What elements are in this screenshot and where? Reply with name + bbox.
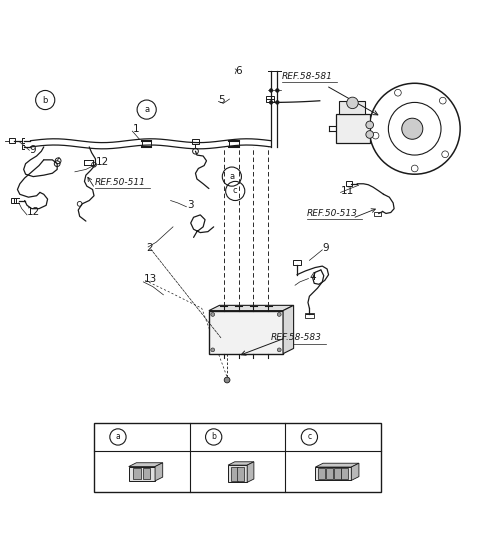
Text: a: a	[116, 433, 120, 442]
Circle shape	[269, 88, 273, 92]
FancyBboxPatch shape	[334, 468, 340, 480]
Polygon shape	[155, 463, 163, 481]
Polygon shape	[283, 305, 294, 354]
FancyBboxPatch shape	[336, 115, 370, 143]
Text: 9: 9	[29, 145, 36, 155]
Circle shape	[366, 121, 373, 129]
Text: 11: 11	[340, 186, 354, 196]
Circle shape	[366, 131, 373, 138]
Circle shape	[439, 97, 446, 104]
Polygon shape	[228, 462, 254, 465]
Text: c: c	[233, 187, 238, 196]
FancyBboxPatch shape	[192, 139, 199, 144]
FancyBboxPatch shape	[293, 260, 301, 265]
Text: b: b	[43, 96, 48, 105]
FancyBboxPatch shape	[11, 198, 16, 203]
Text: 6: 6	[235, 67, 242, 77]
Text: 1: 1	[132, 124, 139, 134]
Circle shape	[402, 118, 423, 139]
FancyBboxPatch shape	[94, 423, 381, 492]
Polygon shape	[351, 463, 359, 480]
Circle shape	[269, 101, 273, 105]
FancyBboxPatch shape	[231, 467, 238, 481]
Text: 7: 7	[137, 432, 144, 442]
Circle shape	[224, 377, 230, 383]
Polygon shape	[129, 467, 155, 481]
Text: c: c	[307, 433, 312, 442]
FancyBboxPatch shape	[143, 468, 151, 480]
Polygon shape	[209, 305, 294, 311]
Text: b: b	[211, 433, 216, 442]
Polygon shape	[315, 467, 351, 480]
Circle shape	[395, 89, 401, 96]
Text: 9: 9	[323, 243, 329, 253]
FancyBboxPatch shape	[266, 96, 274, 102]
FancyBboxPatch shape	[374, 211, 381, 216]
FancyBboxPatch shape	[305, 313, 314, 318]
Text: 13: 13	[144, 274, 156, 285]
FancyBboxPatch shape	[237, 467, 244, 481]
Circle shape	[411, 165, 418, 172]
Text: 4: 4	[310, 272, 316, 282]
Text: REF.50-513: REF.50-513	[307, 209, 358, 218]
FancyBboxPatch shape	[346, 181, 352, 186]
Text: 3: 3	[187, 200, 194, 210]
Text: REF.58-583: REF.58-583	[271, 333, 322, 343]
Polygon shape	[247, 462, 254, 482]
Text: 12: 12	[96, 157, 108, 167]
Text: 2: 2	[147, 243, 153, 253]
Text: 8: 8	[233, 432, 240, 442]
Circle shape	[276, 101, 279, 105]
Text: a: a	[144, 105, 149, 114]
FancyBboxPatch shape	[339, 101, 365, 115]
Circle shape	[277, 312, 281, 316]
Circle shape	[276, 88, 279, 92]
Circle shape	[211, 348, 215, 352]
Polygon shape	[315, 463, 359, 467]
Polygon shape	[228, 465, 247, 482]
Circle shape	[277, 348, 281, 352]
FancyBboxPatch shape	[133, 468, 141, 480]
FancyBboxPatch shape	[326, 468, 333, 480]
FancyBboxPatch shape	[209, 311, 283, 354]
Text: a: a	[229, 172, 234, 181]
FancyBboxPatch shape	[319, 468, 325, 480]
Text: REF.50-511: REF.50-511	[95, 178, 146, 187]
FancyBboxPatch shape	[9, 138, 15, 143]
FancyBboxPatch shape	[341, 468, 348, 480]
Polygon shape	[129, 463, 163, 467]
Circle shape	[442, 151, 448, 158]
Text: 10: 10	[328, 432, 343, 442]
Circle shape	[347, 97, 358, 108]
Text: 12: 12	[27, 207, 40, 217]
Text: 5: 5	[218, 95, 225, 105]
Text: REF.58-581: REF.58-581	[282, 72, 333, 80]
Circle shape	[211, 312, 215, 316]
Circle shape	[372, 132, 379, 139]
